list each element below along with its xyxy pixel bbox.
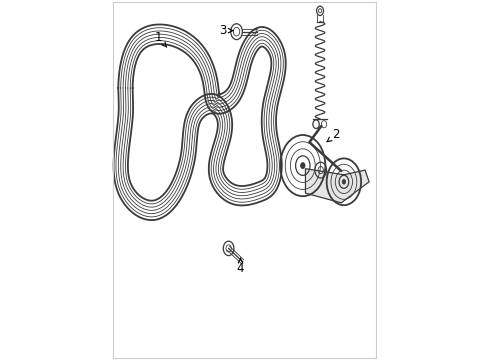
Text: 3: 3 bbox=[219, 24, 232, 37]
Text: 1: 1 bbox=[154, 31, 166, 47]
Text: 2: 2 bbox=[326, 129, 339, 142]
Circle shape bbox=[342, 180, 345, 184]
Polygon shape bbox=[305, 168, 368, 203]
Text: 4: 4 bbox=[236, 258, 244, 275]
Circle shape bbox=[300, 162, 305, 168]
